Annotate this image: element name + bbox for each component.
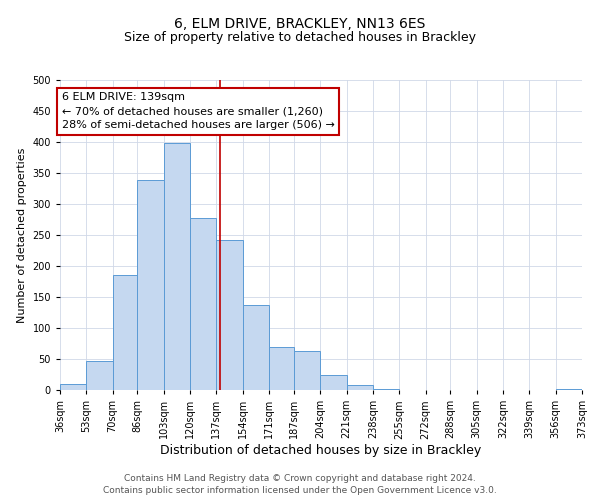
Text: Contains HM Land Registry data © Crown copyright and database right 2024.
Contai: Contains HM Land Registry data © Crown c… bbox=[103, 474, 497, 495]
Bar bbox=[243, 305, 269, 390]
Bar bbox=[217, 240, 243, 390]
Bar bbox=[86, 361, 113, 390]
Bar bbox=[269, 346, 294, 390]
Bar bbox=[373, 389, 399, 390]
Text: 6, ELM DRIVE, BRACKLEY, NN13 6ES: 6, ELM DRIVE, BRACKLEY, NN13 6ES bbox=[175, 18, 425, 32]
Bar bbox=[294, 351, 320, 390]
Bar bbox=[164, 143, 190, 390]
X-axis label: Distribution of detached houses by size in Brackley: Distribution of detached houses by size … bbox=[160, 444, 482, 457]
Bar bbox=[60, 384, 86, 390]
Text: 6 ELM DRIVE: 139sqm
← 70% of detached houses are smaller (1,260)
28% of semi-det: 6 ELM DRIVE: 139sqm ← 70% of detached ho… bbox=[62, 92, 334, 130]
Bar bbox=[556, 389, 582, 390]
Y-axis label: Number of detached properties: Number of detached properties bbox=[17, 148, 27, 322]
Bar bbox=[137, 180, 164, 390]
Bar bbox=[113, 276, 137, 390]
Bar bbox=[347, 385, 373, 390]
Bar bbox=[190, 218, 217, 390]
Text: Size of property relative to detached houses in Brackley: Size of property relative to detached ho… bbox=[124, 31, 476, 44]
Bar bbox=[320, 374, 347, 390]
